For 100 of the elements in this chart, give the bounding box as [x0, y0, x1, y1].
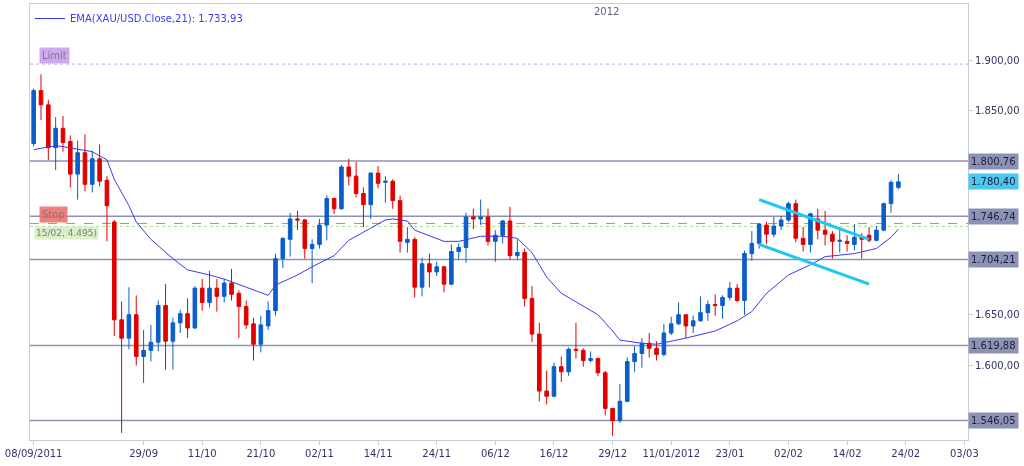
x-tick-label: 11/10 — [187, 448, 217, 459]
candlestick — [243, 299, 249, 330]
candlestick — [720, 294, 725, 320]
candlestick — [251, 317, 256, 362]
candlestick — [280, 236, 286, 269]
candlestick — [111, 219, 117, 337]
candlestick — [46, 99, 51, 161]
candlestick — [676, 301, 681, 326]
candlestick — [265, 300, 271, 331]
candlestick — [68, 134, 73, 188]
x-tick-label: 24/11 — [422, 448, 452, 459]
annotation: 15/02, 4.495) — [36, 228, 97, 238]
candlestick — [639, 337, 645, 369]
candlestick — [170, 317, 176, 371]
ref-line-label: 1.619,88 — [971, 340, 1016, 351]
candlestick — [742, 250, 747, 316]
candlestick — [236, 289, 242, 339]
y-tick-label: 1.650,00 — [975, 309, 1020, 321]
candlestick — [874, 225, 879, 242]
candlestick — [808, 212, 813, 254]
candlestick — [309, 238, 315, 284]
candlestick — [412, 236, 418, 298]
candlestick — [273, 253, 278, 317]
candlestick — [104, 175, 110, 242]
candlestick — [844, 234, 850, 253]
candlestick — [822, 210, 828, 246]
candlestick — [544, 370, 549, 405]
candlestick — [756, 222, 762, 249]
candlestick — [361, 186, 366, 228]
candlestick — [515, 238, 520, 261]
candlestick — [368, 171, 374, 220]
x-tick-label: 06/12 — [480, 448, 510, 459]
candlestick — [163, 283, 168, 371]
candlestick — [654, 340, 659, 362]
candlestick — [221, 278, 227, 303]
ref-line-label: Stop — [42, 209, 65, 220]
candlestick — [287, 212, 293, 258]
candlestick — [632, 345, 637, 373]
candlestick — [82, 133, 88, 192]
candlestick — [646, 332, 652, 358]
candlestick — [397, 195, 403, 254]
candlestick — [705, 299, 711, 322]
candlestick — [383, 175, 388, 204]
candlestick — [712, 293, 718, 317]
candlestick — [580, 347, 586, 368]
x-tick-label: 21/10 — [246, 448, 276, 459]
candlestick — [771, 216, 777, 238]
candlestick — [60, 115, 66, 153]
candlestick — [478, 199, 483, 226]
ref-line-label: 1.546,05 — [971, 415, 1016, 426]
x-tick-label: 14/02 — [832, 448, 862, 459]
candlestick — [485, 208, 491, 246]
x-tick-label: 23/01 — [715, 448, 745, 459]
candlestick — [317, 218, 322, 249]
candlestick — [690, 315, 696, 334]
x-tick-label: 02/11 — [305, 448, 334, 459]
candlestick — [207, 270, 212, 309]
ref-line-label: 1.800,76 — [971, 156, 1016, 167]
candlestick — [595, 356, 601, 377]
candlestick — [537, 322, 542, 402]
candlestick — [405, 226, 410, 254]
x-tick-label: 14/11 — [363, 448, 393, 459]
candlestick — [830, 230, 835, 260]
candlestick — [141, 329, 146, 384]
candlestick — [456, 242, 461, 261]
candlestick — [683, 314, 689, 339]
candlestick — [522, 247, 527, 308]
candlestick — [602, 370, 608, 417]
candlestick — [661, 323, 667, 357]
y-tick-label: 1.850,00 — [975, 105, 1020, 117]
x-tick-label: 24/02 — [891, 448, 921, 459]
text: 1.780,40 — [971, 176, 1016, 187]
legend-label: EMA(XAU/USD.Close,21): 1.733,93 — [70, 13, 243, 25]
x-tick-label: 16/12 — [539, 448, 569, 459]
candlestick — [346, 158, 352, 186]
candlestick — [31, 88, 36, 148]
candlestick — [551, 362, 557, 398]
x-tick-label: 02/02 — [774, 448, 803, 459]
candlestick — [881, 202, 887, 232]
candlestick — [148, 324, 154, 363]
candlestick — [610, 407, 615, 437]
ref-line-label: 1.704,21 — [971, 254, 1016, 265]
candlestick — [192, 285, 198, 330]
candlestick — [97, 144, 102, 187]
candlestick — [624, 356, 630, 403]
ref-line-label: Limit — [42, 50, 67, 61]
candlestick — [89, 150, 95, 193]
candlestick — [324, 195, 330, 241]
candlestick — [38, 73, 44, 121]
candlestick — [493, 229, 498, 263]
candlestick — [434, 261, 440, 277]
candlestick — [463, 212, 469, 264]
candlestick — [471, 208, 476, 230]
candlestick — [588, 350, 593, 364]
candlestick — [734, 283, 740, 303]
candlestick — [133, 294, 139, 367]
candlestick — [668, 316, 674, 336]
candlestick — [229, 268, 234, 301]
candlestick — [441, 265, 447, 293]
candlestick — [177, 309, 183, 334]
